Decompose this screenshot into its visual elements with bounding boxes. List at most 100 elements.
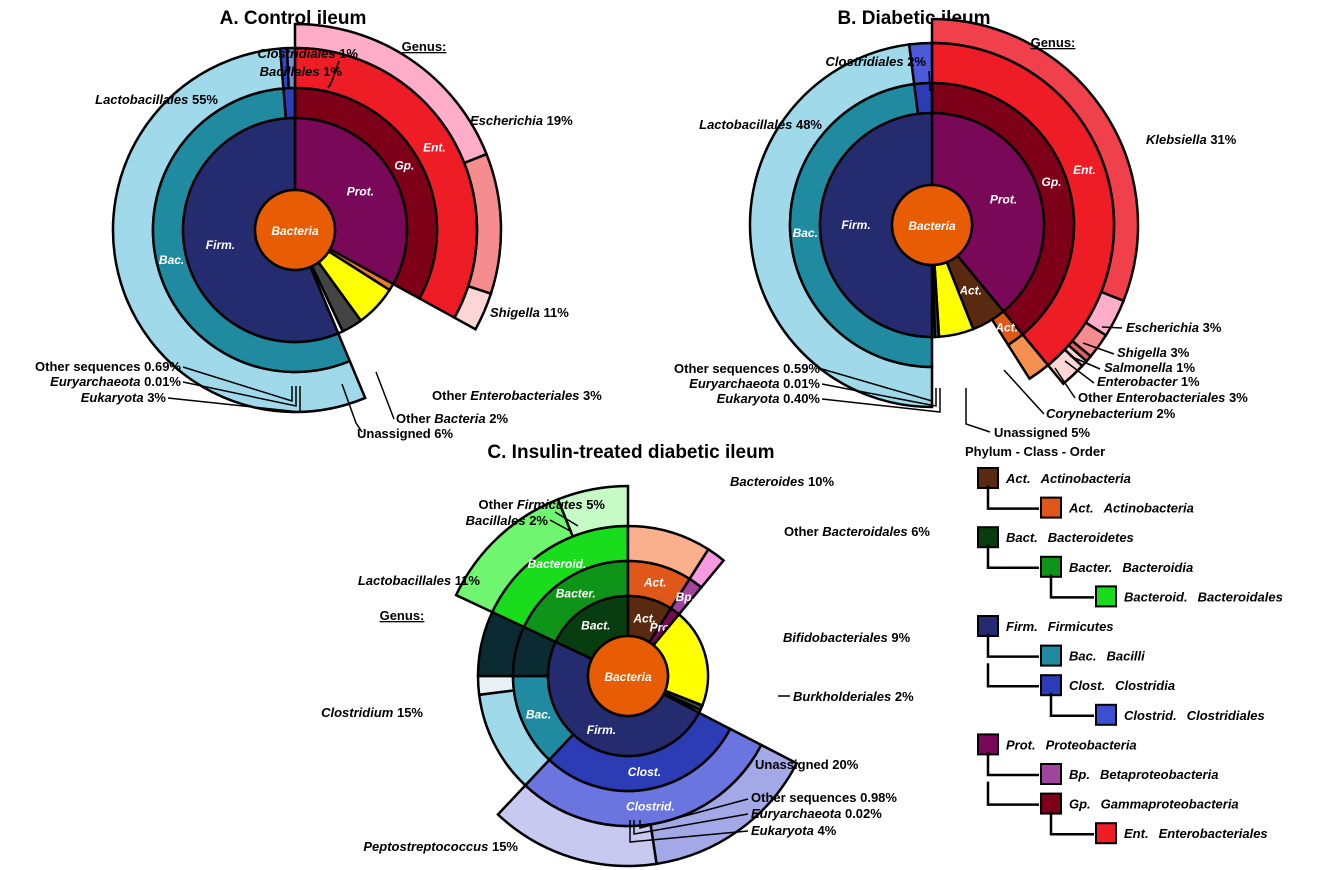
label-lactobacillales: Lactobacillales 55% (95, 92, 218, 107)
panel-title: C. Insulin-treated diabetic ileum (487, 442, 774, 463)
leader-line (639, 798, 749, 829)
panel-insulin-treated-ileum: C. Insulin-treated diabetic ileum Bacter… (321, 442, 930, 868)
legend-label: Act. Actinobacteria (1068, 501, 1194, 516)
leader-line (965, 388, 991, 433)
label-other-bacteroidales: Other Bacteroidales 6% (784, 524, 930, 539)
legend-connector (986, 781, 1039, 806)
legend-label: Firm. Firmicutes (1006, 619, 1114, 634)
label-eukaryota: Eukaryota 0.40% (717, 391, 821, 406)
label-euryarchaeota: Euryarchaeota 0.01% (50, 374, 181, 389)
legend-swatch (977, 467, 999, 489)
phylum-label: Prot. (347, 184, 374, 198)
leader-line (327, 78, 334, 89)
leader-line (554, 511, 579, 527)
class-label: Bac. (793, 226, 818, 240)
class-label: Bacter. (556, 587, 596, 601)
panel-control-ileum: A. Control ileum Ent. Gp. Bac. Prot. Firm. Ba… (35, 8, 602, 441)
leader-line (1054, 367, 1076, 399)
label-burkholderiales: Burkholderiales 2% (793, 689, 914, 704)
label-clostridiales: Clostridiales 1% (258, 46, 359, 61)
label-other-firmicutes: Other Firmicutes 5% (479, 497, 606, 512)
legend-swatch (1040, 496, 1062, 519)
label-bifidobacteriales: Bifidobacteriales 9% (783, 630, 911, 645)
label-lactobacillales: Lactobacillales 11% (358, 573, 481, 588)
label-eukaryota: Eukaryota 3% (81, 390, 167, 405)
legend-connector (986, 663, 1039, 688)
class-label: Act. (994, 321, 1018, 335)
legend-connector (1049, 574, 1094, 599)
genus-header: Genus: (1031, 35, 1076, 50)
label-other-sequences: Other sequences 0.69% (35, 359, 181, 374)
label-clostridiales: Clostridiales 2% (826, 54, 927, 69)
legend-label: Clost. Clostridia (1069, 678, 1175, 693)
label-clostridium: Clostridium 15% (321, 705, 423, 720)
legend-items: Act. Actinobacteria Act. Actinobacteria Bact… (977, 467, 1283, 845)
slice-labels: Bacteroides 10% Other Bacteroidales 6% O… (321, 474, 930, 854)
phylum-label: Firm. (841, 218, 870, 232)
legend-connector (986, 752, 1039, 777)
label-lactobacillales: Lactobacillales 48% (699, 117, 822, 132)
legend-connector (1049, 692, 1094, 718)
slice-labels: Clostridiales 1% Bacillales 1% Lactobaci… (35, 46, 602, 441)
leader-line (1101, 326, 1123, 329)
label-euryarchaeota: Euryarchaeota 0.02% (751, 806, 882, 821)
class-label: Clost. (628, 765, 661, 779)
class-label: Act. (643, 575, 667, 589)
class-segment (282, 86, 297, 120)
legend-label: Gp. Gammaproteobacteria (1069, 797, 1239, 812)
legend-connector (986, 544, 1039, 570)
panel-title: A. Control ileum (220, 8, 367, 29)
leader-line (928, 70, 931, 92)
leader-lines (821, 70, 1123, 433)
legend-swatch (1040, 644, 1062, 667)
label-unassigned: Unassigned 6% (357, 426, 454, 441)
legend-label: Prot. Proteobacteria (1006, 737, 1137, 752)
sunburst-rings: Ent. Gp. Act. Bac. Prot. Act. Firm. Bacteria (748, 17, 1140, 409)
label-klebsiella: Klebsiella 31% (1146, 132, 1237, 147)
legend-swatch (977, 733, 999, 756)
order-label: Ent. (1073, 163, 1096, 177)
legend-label: Bp. Betaproteobacteria (1069, 767, 1218, 782)
label-other-sequences: Other sequences 0.98% (751, 790, 897, 805)
sunburst-rings: Ent. Gp. Bac. Prot. Firm. Bacteria (111, 22, 503, 414)
legend-header: Phylum - Class - Order (965, 444, 1105, 459)
label-unassigned: Unassigned 5% (994, 425, 1091, 440)
center-label: Bacteria (908, 219, 956, 233)
center-disc (253, 188, 337, 272)
phylum-label: Firm. (587, 723, 616, 737)
label-bacteroides: Bacteroides 10% (730, 474, 835, 489)
panel-diabetic-ileum: B. Diabetic ileum Ent.Gp.Act.Bac.Prot.Ac… (674, 8, 1248, 440)
slice-labels: Clostridiales 2% Lactobacillales 48% Kle… (674, 54, 1248, 440)
label-escherichia: Escherichia 19% (470, 113, 573, 128)
phylum-label: Act. (958, 283, 982, 297)
label-enterobacter: Enterobacter 1% (1097, 374, 1200, 389)
label-other-enterobacteriales: Other Enterobacteriales 3% (1078, 390, 1248, 405)
leader-line (821, 368, 933, 402)
label-bacillales: Bacillales 2% (466, 513, 549, 528)
leader-line (549, 519, 573, 533)
legend-swatch (1040, 674, 1062, 697)
phylum-label: Prot. (990, 192, 1017, 206)
leader-line (821, 383, 937, 407)
leader-line (821, 388, 941, 413)
legend-label: Act. Actinobacteria (1005, 471, 1131, 486)
class-label: Bac. (159, 253, 184, 267)
legend-swatch (977, 615, 999, 637)
phylum-label: Act. (632, 611, 656, 625)
leader-line (182, 366, 293, 403)
genus-header: Genus: (402, 39, 447, 54)
leader-lines (167, 60, 395, 433)
legend-connector (1049, 811, 1094, 836)
leader-line (1003, 369, 1045, 415)
center-label: Bacteria (604, 670, 652, 684)
label-bacillales: Bacillales 1% (260, 64, 343, 79)
leader-lines (549, 511, 790, 843)
leader-line (1082, 342, 1115, 355)
legend-label: Bact. Bacteroidetes (1006, 530, 1134, 545)
label-escherichia: Escherichia 3% (1126, 320, 1222, 335)
label-eukaryota: Eukaryota 4% (751, 823, 837, 838)
leader-line (341, 383, 363, 433)
order-segment (476, 674, 516, 697)
label-unassigned: Unassigned 20% (755, 757, 859, 772)
